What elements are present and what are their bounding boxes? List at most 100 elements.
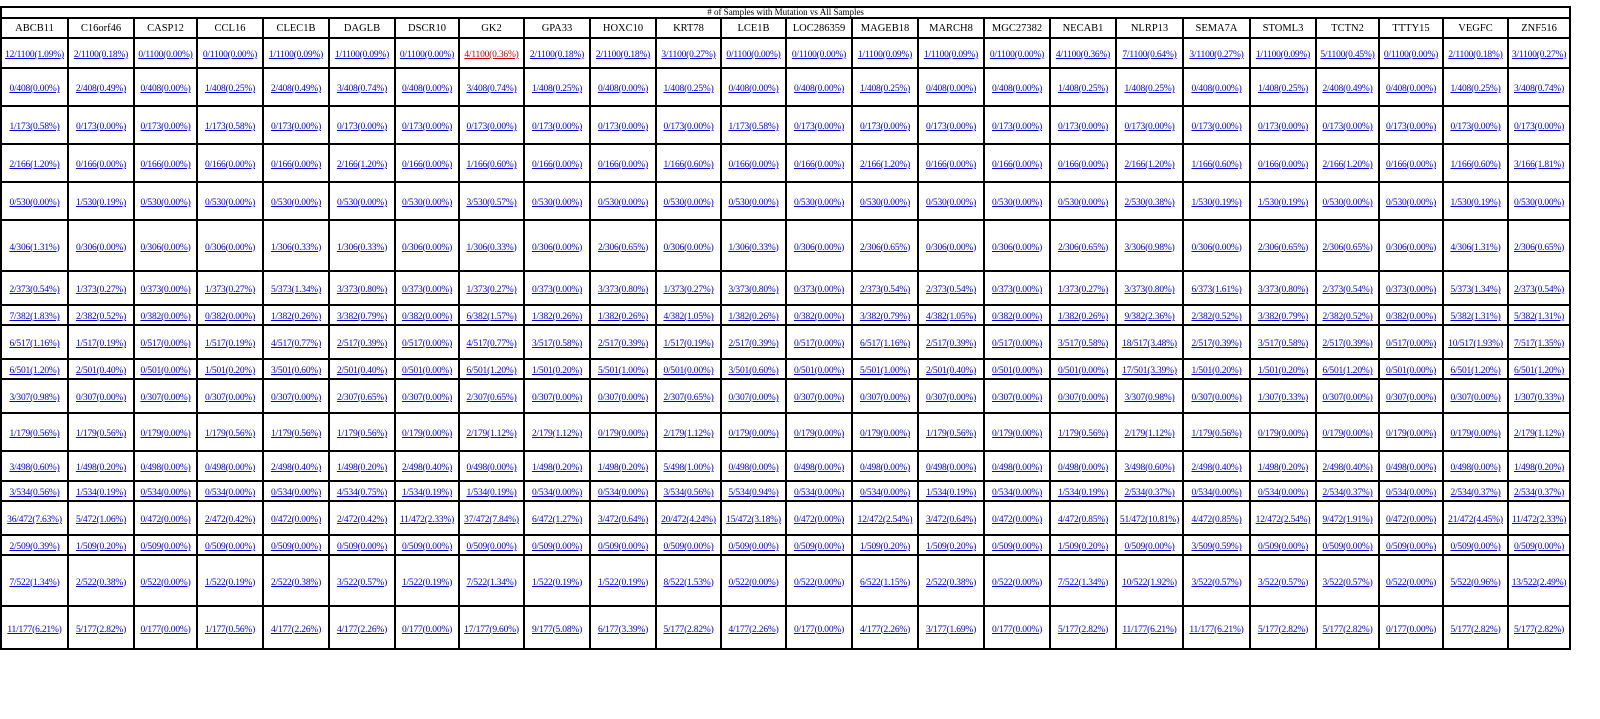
mutation-count-link[interactable]: 0/498(0.00%) (466, 463, 517, 473)
mutation-count-link[interactable]: 3/517(0.58%) (531, 339, 583, 349)
mutation-count-link[interactable]: 1/1100(0.09%) (857, 50, 913, 60)
mutation-count-link[interactable]: 2/166(1.20%) (859, 160, 911, 170)
mutation-count-link[interactable]: 2/408(0.49%) (270, 84, 322, 94)
mutation-count-link[interactable]: 0/408(0.00%) (401, 84, 453, 94)
mutation-count-link[interactable]: 1/534(0.19%) (925, 488, 977, 498)
mutation-count-link[interactable]: 3/408(0.74%) (466, 84, 517, 94)
mutation-count-link[interactable]: 3/408(0.74%) (336, 84, 388, 94)
mutation-count-link[interactable]: 0/166(0.00%) (75, 160, 127, 170)
mutation-count-link[interactable]: 1/530(0.19%) (1257, 198, 1309, 208)
mutation-count-link[interactable]: 0/307(0.00%) (859, 393, 911, 403)
mutation-count-link[interactable]: 0/382(0.00%) (204, 312, 256, 322)
mutation-count-link[interactable]: 1/408(0.25%) (1124, 84, 1175, 94)
mutation-count-link[interactable]: 0/498(0.00%) (728, 463, 779, 473)
mutation-count-link[interactable]: 2/179(1.12%) (663, 429, 714, 439)
mutation-count-link[interactable]: 0/498(0.00%) (1385, 463, 1437, 473)
mutation-count-link[interactable]: 0/509(0.00%) (1322, 542, 1373, 552)
mutation-count-link[interactable]: 3/382(0.79%) (1257, 312, 1309, 322)
mutation-count-link[interactable]: 1/530(0.19%) (75, 198, 127, 208)
mutation-count-link[interactable]: 0/498(0.00%) (204, 463, 256, 473)
mutation-count-link[interactable]: 2/166(1.20%) (336, 160, 388, 170)
mutation-count-link[interactable]: 0/501(0.00%) (140, 366, 191, 376)
mutation-count-link[interactable]: 6/501(1.20%) (466, 366, 517, 376)
mutation-count-link[interactable]: 8/522(1.53%) (663, 577, 714, 588)
mutation-count-link[interactable]: 1/408(0.25%) (1450, 84, 1501, 94)
mutation-count-link[interactable]: 1/498(0.20%) (75, 463, 127, 473)
mutation-count-link[interactable]: 1/498(0.20%) (336, 463, 388, 473)
mutation-count-link[interactable]: 0/307(0.00%) (401, 393, 453, 403)
mutation-count-link[interactable]: 1/373(0.27%) (466, 285, 517, 295)
mutation-count-link[interactable]: 2/498(0.40%) (1322, 463, 1373, 473)
mutation-count-link[interactable]: 0/306(0.00%) (925, 242, 977, 253)
mutation-count-link[interactable]: 0/408(0.00%) (1191, 84, 1242, 94)
mutation-count-link[interactable]: 1/408(0.25%) (1257, 84, 1309, 94)
mutation-count-link[interactable]: 3/501(0.60%) (728, 366, 779, 376)
mutation-count-link[interactable]: 1/498(0.20%) (1257, 463, 1309, 473)
mutation-count-link[interactable]: 1/173(0.58%) (204, 122, 256, 132)
mutation-count-link[interactable]: 1/517(0.19%) (663, 339, 714, 349)
mutation-count-link[interactable]: 0/534(0.00%) (859, 488, 911, 498)
mutation-count-link[interactable]: 0/408(0.00%) (793, 84, 845, 94)
mutation-count-link[interactable]: 0/522(0.00%) (1385, 577, 1437, 588)
mutation-count-link[interactable]: 2/517(0.39%) (1322, 339, 1373, 349)
mutation-count-link[interactable]: 0/179(0.00%) (991, 429, 1043, 439)
mutation-count-link[interactable]: 2/373(0.54%) (859, 285, 911, 295)
mutation-count-link[interactable]: 3/522(0.57%) (336, 577, 388, 588)
mutation-count-link[interactable]: 3/373(0.80%) (1257, 285, 1309, 295)
mutation-count-link[interactable]: 0/509(0.00%) (991, 542, 1043, 552)
mutation-count-link[interactable]: 0/307(0.00%) (140, 393, 191, 403)
mutation-count-link[interactable]: 0/530(0.00%) (1514, 198, 1565, 208)
mutation-count-link[interactable]: 2/382(0.52%) (75, 312, 127, 322)
mutation-count-link[interactable]: 3/307(0.98%) (9, 393, 60, 403)
mutation-count-link[interactable]: 1/382(0.26%) (728, 312, 779, 322)
mutation-count-link[interactable]: 1/166(0.60%) (466, 160, 517, 170)
mutation-count-link[interactable]: 1/509(0.20%) (925, 542, 977, 552)
mutation-count-link[interactable]: 0/373(0.00%) (531, 285, 583, 295)
mutation-count-link[interactable]: 0/173(0.00%) (1322, 122, 1373, 132)
mutation-count-link[interactable]: 1/517(0.19%) (75, 339, 127, 349)
mutation-count-link[interactable]: 6/501(1.20%) (1514, 366, 1565, 376)
mutation-count-link[interactable]: 1/501(0.20%) (531, 366, 583, 376)
mutation-count-link[interactable]: 3/534(0.56%) (9, 488, 60, 498)
mutation-count-link[interactable]: 0/498(0.00%) (925, 463, 977, 473)
mutation-count-link[interactable]: 0/509(0.00%) (401, 542, 453, 552)
mutation-count-link[interactable]: 1/501(0.20%) (204, 366, 256, 376)
mutation-count-link[interactable]: 0/179(0.00%) (1257, 429, 1309, 439)
mutation-count-link[interactable]: 2/1100(0.18%) (595, 50, 651, 60)
mutation-count-link[interactable]: 0/517(0.00%) (793, 339, 845, 349)
mutation-count-link[interactable]: 2/382(0.52%) (1191, 312, 1242, 322)
mutation-count-link[interactable]: 3/498(0.60%) (1124, 463, 1175, 473)
mutation-count-link[interactable]: 2/534(0.37%) (1322, 488, 1373, 498)
mutation-count-link[interactable]: 3/472(0.64%) (597, 515, 649, 525)
mutation-count-link[interactable]: 18/517(3.48%) (1122, 339, 1177, 349)
mutation-count-link[interactable]: 0/498(0.00%) (1450, 463, 1501, 473)
mutation-count-link[interactable]: 0/173(0.00%) (1257, 122, 1309, 132)
mutation-count-link[interactable]: 3/501(0.60%) (270, 366, 322, 376)
mutation-count-link[interactable]: 0/373(0.00%) (1385, 285, 1437, 295)
mutation-count-link[interactable]: 3/517(0.58%) (1257, 339, 1309, 349)
mutation-count-link[interactable]: 0/1100(0.00%) (726, 50, 781, 60)
mutation-count-link[interactable]: 5/501(1.00%) (597, 366, 649, 376)
mutation-count-link[interactable]: 0/408(0.00%) (1385, 84, 1437, 94)
mutation-count-link[interactable]: 3/1100(0.27%) (661, 50, 716, 60)
mutation-count-link[interactable]: 2/307(0.65%) (466, 393, 517, 403)
mutation-count-link[interactable]: 1/307(0.33%) (1514, 393, 1565, 403)
mutation-count-link[interactable]: 0/373(0.00%) (991, 285, 1043, 295)
mutation-count-link[interactable]: 1/306(0.33%) (270, 242, 322, 253)
mutation-count-link[interactable]: 0/509(0.00%) (336, 542, 388, 552)
mutation-count-link[interactable]: 0/306(0.00%) (1385, 242, 1437, 253)
mutation-count-link[interactable]: 0/1100(0.00%) (1383, 50, 1439, 60)
mutation-count-link[interactable]: 5/472(1.06%) (75, 515, 127, 525)
mutation-count-link[interactable]: 1/522(0.19%) (204, 577, 256, 588)
mutation-count-link[interactable]: 3/408(0.74%) (1514, 84, 1565, 94)
mutation-count-link[interactable]: 4/306(1.31%) (9, 242, 60, 253)
mutation-count-link[interactable]: 0/501(0.00%) (1057, 366, 1109, 376)
mutation-count-link[interactable]: 0/382(0.00%) (140, 312, 191, 322)
mutation-count-link[interactable]: 0/382(0.00%) (401, 312, 453, 322)
mutation-count-link[interactable]: 5/177(2.82%) (1322, 624, 1373, 635)
mutation-count-link[interactable]: 0/509(0.00%) (140, 542, 191, 552)
mutation-count-link[interactable]: 2/306(0.65%) (1322, 242, 1373, 253)
mutation-count-link[interactable]: 0/509(0.00%) (270, 542, 322, 552)
mutation-count-link[interactable]: 2/534(0.37%) (1124, 488, 1175, 498)
mutation-count-link[interactable]: 0/522(0.00%) (991, 577, 1043, 588)
